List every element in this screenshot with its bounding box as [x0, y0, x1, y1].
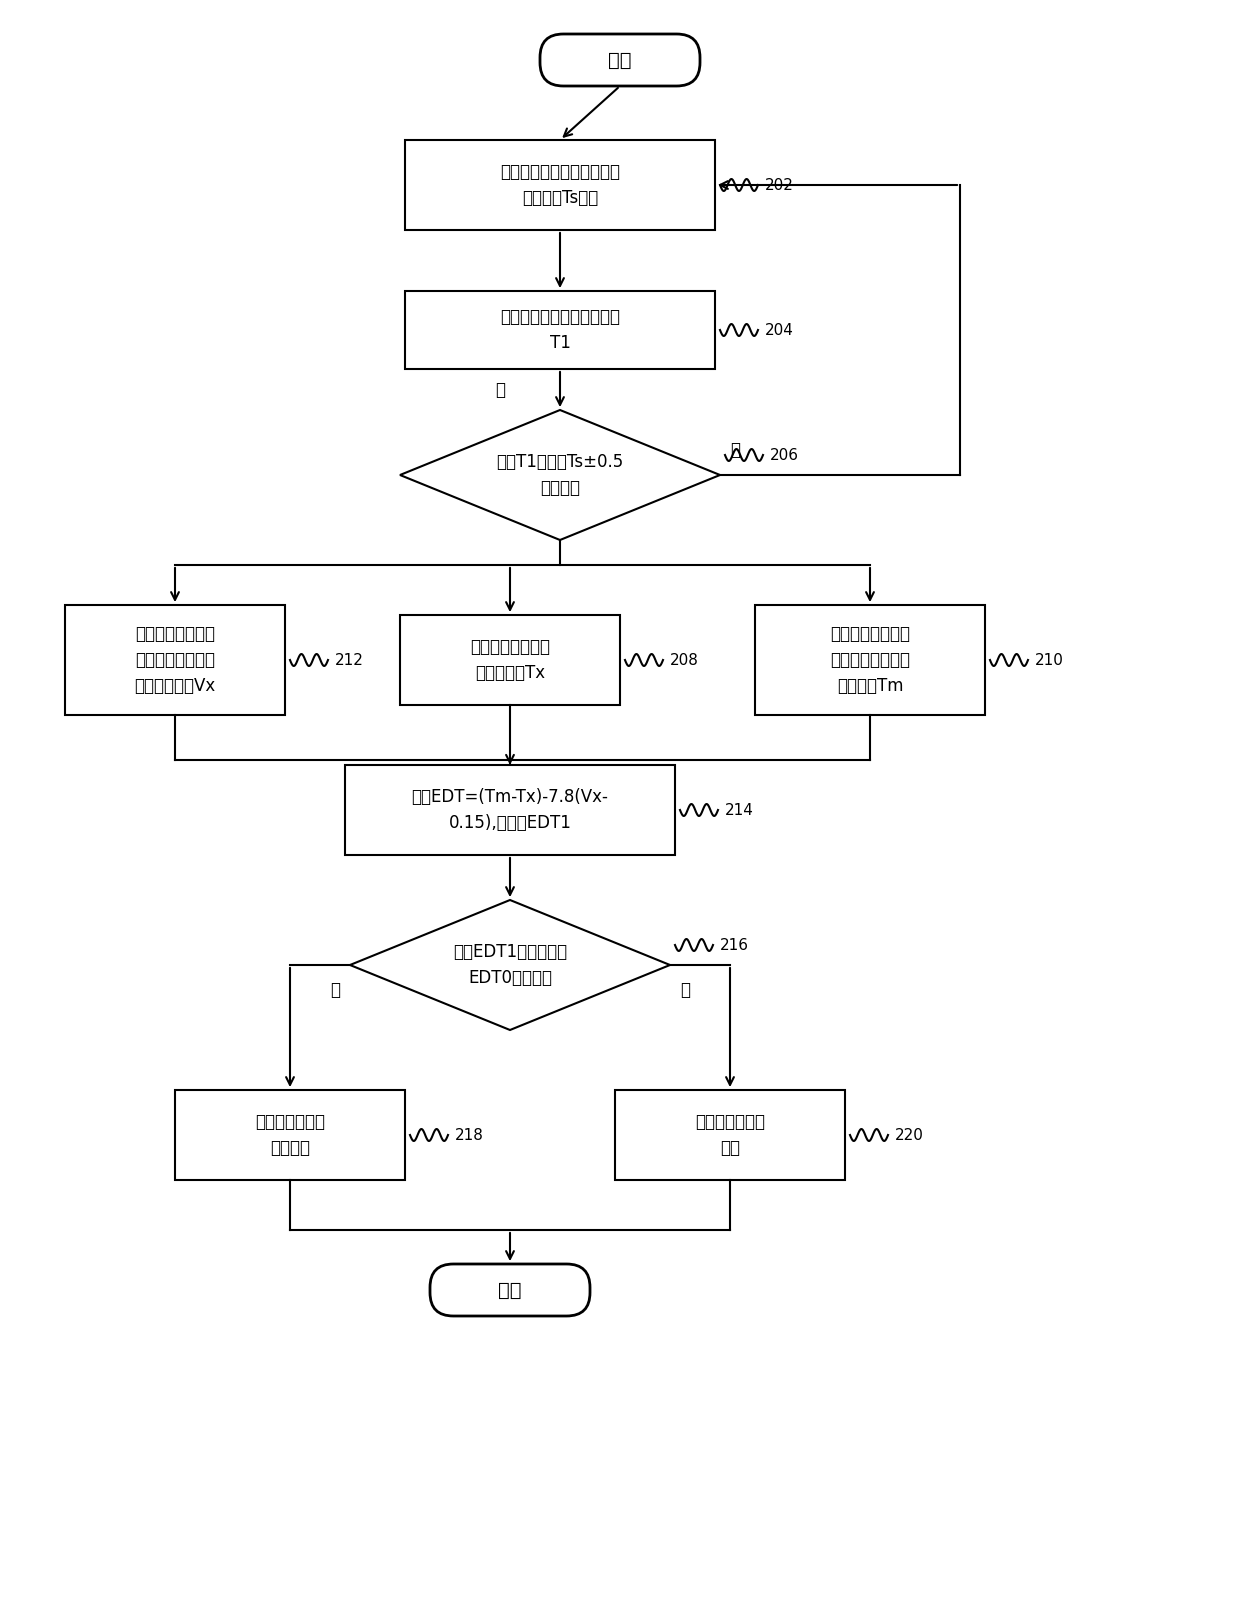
- Bar: [175, 1091, 405, 1180]
- Text: 结束: 结束: [498, 1280, 522, 1299]
- Bar: [64, 605, 285, 715]
- Bar: [405, 291, 715, 369]
- Polygon shape: [350, 900, 670, 1031]
- Text: 改变空调器运行
方式: 改变空调器运行 方式: [694, 1113, 765, 1157]
- Bar: [345, 765, 675, 854]
- FancyBboxPatch shape: [539, 34, 701, 86]
- FancyBboxPatch shape: [430, 1264, 590, 1315]
- Text: 室温温度传感器检测到室温
T1: 室温温度传感器检测到室温 T1: [500, 307, 620, 353]
- Text: 根据EDT=(Tm-Tx)-7.8(Vx-
0.15),计算出EDT1: 根据EDT=(Tm-Tx)-7.8(Vx- 0.15),计算出EDT1: [412, 788, 609, 832]
- Text: 红外温度传感器检
测当前温度Tx: 红外温度传感器检 测当前温度Tx: [470, 637, 551, 683]
- Text: 220: 220: [895, 1128, 924, 1142]
- Text: 通过扫描局域环境
空气温度，计算出
平均温度Tm: 通过扫描局域环境 空气温度，计算出 平均温度Tm: [830, 625, 910, 696]
- Polygon shape: [401, 409, 720, 540]
- Text: 214: 214: [725, 803, 754, 817]
- Text: 218: 218: [455, 1128, 484, 1142]
- Text: 判断EDT1是否在预设
EDT0范围内？: 判断EDT1是否在预设 EDT0范围内？: [453, 943, 567, 987]
- Bar: [401, 615, 620, 705]
- Text: 216: 216: [720, 937, 749, 953]
- Text: 维持空调器运行
方式不变: 维持空调器运行 方式不变: [255, 1113, 325, 1157]
- Text: 空调器开机后，空调器按照
设定温度Ts运行: 空调器开机后，空调器按照 设定温度Ts运行: [500, 163, 620, 207]
- Text: 判断T1是否在Ts±0.5
范围内？: 判断T1是否在Ts±0.5 范围内？: [496, 453, 624, 497]
- Text: 开始: 开始: [609, 50, 631, 70]
- Text: 208: 208: [670, 652, 699, 668]
- Bar: [615, 1091, 844, 1180]
- Text: 否: 否: [730, 442, 740, 460]
- Bar: [755, 605, 985, 715]
- Text: 是: 是: [330, 981, 340, 998]
- Bar: [405, 141, 715, 230]
- Text: 是: 是: [495, 380, 505, 398]
- Text: 检测室内风机转速
和送风方式，计算
当前平均风速Vx: 检测室内风机转速 和送风方式，计算 当前平均风速Vx: [134, 625, 216, 696]
- Text: 206: 206: [770, 448, 799, 463]
- Text: 202: 202: [765, 178, 794, 193]
- Text: 204: 204: [765, 322, 794, 338]
- Text: 否: 否: [680, 981, 689, 998]
- Text: 212: 212: [335, 652, 363, 668]
- Text: 210: 210: [1035, 652, 1064, 668]
